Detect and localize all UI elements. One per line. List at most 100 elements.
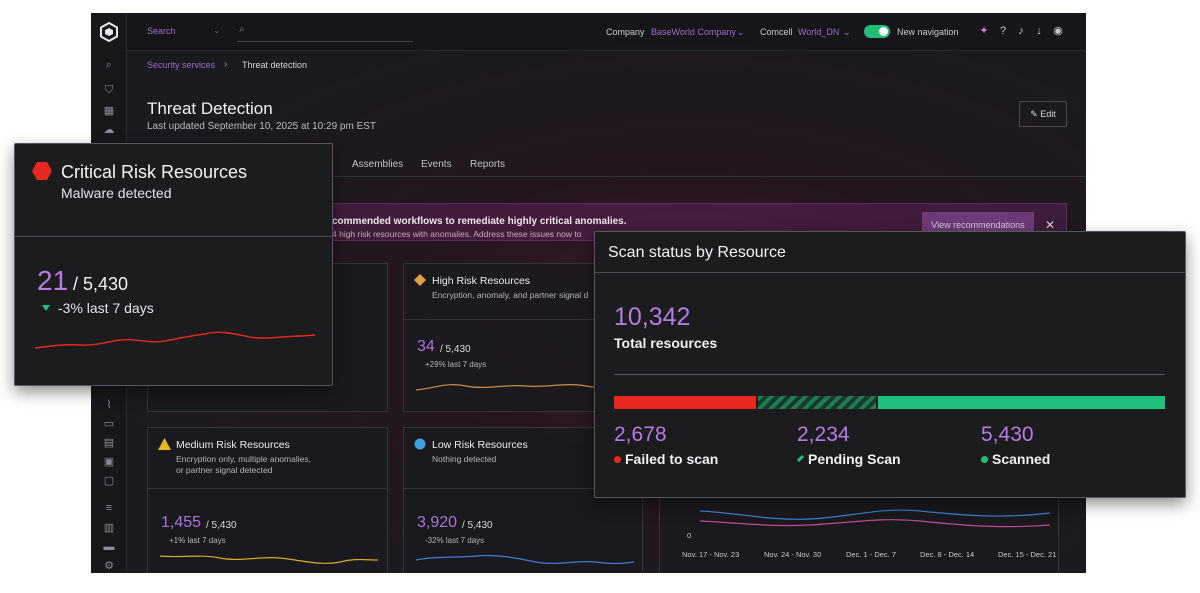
axis-date-label: Nov. 24 - Nov. 30 [764, 550, 822, 559]
shield-icon[interactable]: ⛉ [104, 84, 114, 96]
stat-label: Failed to scan [614, 451, 718, 467]
tab-reports[interactable]: Reports [470, 159, 506, 170]
bar-segment-scanned[interactable] [877, 396, 1165, 409]
comcell-label: Comcell [760, 27, 793, 37]
critical-risk-card[interactable]: Critical Risk Resources Malware detected… [14, 143, 333, 386]
bell-icon[interactable]: ♪ [1018, 25, 1024, 37]
axis-zero-label: 0 [687, 531, 692, 540]
total-resources-value: 10,342 [614, 303, 691, 331]
card-title: Low Risk Resources [432, 439, 528, 451]
settings-icon[interactable]: ⚙ [104, 560, 114, 572]
card-divider [15, 236, 332, 237]
briefcase-icon[interactable]: ▭ [103, 418, 115, 430]
new-navigation-toggle[interactable] [864, 25, 890, 38]
search-icon[interactable]: ⌕ [105, 59, 113, 71]
card-divider [595, 272, 1185, 273]
tab-events[interactable]: Events [421, 159, 452, 170]
pencil-icon: ✎ [1030, 109, 1038, 119]
card-change: +1% last 7 days [169, 536, 226, 545]
chevron-down-icon[interactable]: ⌄ [737, 27, 745, 37]
card-change: +29% last 7 days [425, 360, 487, 369]
card-icon[interactable]: ▬ [103, 541, 115, 553]
bar-segment-failed[interactable] [614, 396, 756, 409]
card-value: 34 [417, 338, 435, 355]
company-selector[interactable]: BaseWorld Company [651, 27, 736, 37]
breadcrumb-current: Threat detection [242, 60, 308, 70]
diamond-icon [414, 274, 426, 286]
stat-label-text: Failed to scan [625, 451, 719, 467]
stat-label: Pending Scan [796, 451, 901, 467]
bar-segment-pending[interactable] [757, 396, 876, 409]
section-divider [614, 374, 1165, 375]
sparkle-icon[interactable]: ✦ [979, 25, 989, 37]
axis-date-label: Dec. 1 - Dec. 7 [846, 550, 897, 559]
sparkline [416, 554, 634, 565]
card-total: / 5,430 [462, 520, 493, 531]
axis-date-label: Nov. 17 - Nov. 23 [682, 550, 740, 559]
trend-lines [700, 509, 1050, 528]
scan-status-card[interactable]: Scan status by Resource 10,342 Total res… [594, 231, 1186, 498]
trend-down-icon [42, 305, 50, 311]
page-title: Threat Detection [147, 99, 273, 118]
search-scope-label[interactable]: Search [147, 26, 176, 36]
top-bar: Search ⌄ ⌕ Company BaseWorld Company ⌄ C… [127, 13, 1086, 51]
card-title: Scan status by Resource [608, 244, 786, 261]
chevron-down-icon[interactable]: ⌄ [843, 27, 851, 37]
grid-icon[interactable]: ▦ [103, 105, 115, 117]
card-divider [404, 488, 642, 489]
chart-icon[interactable]: ⌇ [106, 399, 112, 411]
green-dot-icon [981, 456, 988, 463]
card-total: / 5,430 [73, 274, 129, 294]
stat-pending: 2,234 Pending Scan [796, 423, 901, 467]
tab-assemblies[interactable]: Assemblies [352, 159, 404, 170]
card-divider [404, 319, 642, 320]
stat-value: 5,430 [981, 423, 1034, 446]
stat-failed: 2,678 Failed to scan [614, 423, 718, 467]
new-navigation-label: New navigation [897, 27, 959, 37]
stat-label: Scanned [981, 451, 1050, 467]
card-subtitle: Malware detected [61, 185, 172, 201]
breadcrumb-parent[interactable]: Security services [147, 60, 216, 70]
card-title: Medium Risk Resources [176, 439, 290, 451]
help-icon[interactable]: ? [999, 25, 1007, 37]
close-icon[interactable]: ✕ [1045, 218, 1056, 232]
stat-label-text: Pending Scan [808, 451, 901, 467]
hatched-icon [796, 454, 805, 463]
chevron-down-icon[interactable]: ⌄ [213, 25, 221, 35]
tabs-divider [127, 176, 1086, 177]
user-icon[interactable]: ◉ [1053, 25, 1063, 37]
comcell-selector[interactable]: World_DN [798, 27, 840, 37]
sliders-icon[interactable]: ≡ [105, 502, 113, 514]
monitor-icon[interactable]: ▣ [103, 456, 115, 468]
clipboard-icon[interactable]: ▤ [103, 437, 115, 449]
sparkline [35, 331, 315, 349]
circle-icon [414, 438, 426, 450]
building-icon[interactable]: ▥ [103, 522, 115, 534]
total-resources-label: Total resources [614, 335, 718, 351]
card-title: Critical Risk Resources [61, 162, 248, 182]
chevron-right-icon: › [224, 59, 228, 70]
card-description: Encryption, anomaly, and partner signal … [432, 290, 589, 300]
trend-chart [659, 483, 1059, 573]
card-description: Nothing detected [432, 454, 497, 464]
document-icon[interactable]: ▢ [103, 475, 115, 487]
search-input[interactable]: ⌕ [237, 24, 413, 42]
download-icon[interactable]: ↓ [1036, 25, 1042, 37]
company-label: Company [606, 27, 645, 37]
card-value: 3,920 [417, 514, 458, 531]
edit-button-label: Edit [1040, 109, 1056, 119]
warning-triangle-icon [158, 438, 171, 450]
hexagon-alert-icon [32, 162, 52, 180]
axis-date-label: Dec. 15 - Dec. 21 [998, 550, 1057, 559]
sparkline [160, 555, 378, 564]
scan-status-bar [614, 396, 1165, 409]
banner-title: commended workflows to remediate highly … [332, 216, 627, 227]
stat-value: 2,234 [797, 423, 850, 446]
medium-risk-card[interactable]: Medium Risk Resources Encryption only, m… [147, 427, 388, 573]
edit-button[interactable]: ✎ Edit [1019, 101, 1067, 127]
app-logo-icon[interactable] [99, 22, 119, 42]
cloud-icon[interactable]: ☁ [103, 124, 115, 136]
axis-date-label: Dec. 8 - Dec. 14 [920, 550, 975, 559]
card-change: -3% last 7 days [58, 300, 154, 316]
banner-subtitle: 4 high risk resources with anomalies. Ad… [332, 229, 582, 239]
